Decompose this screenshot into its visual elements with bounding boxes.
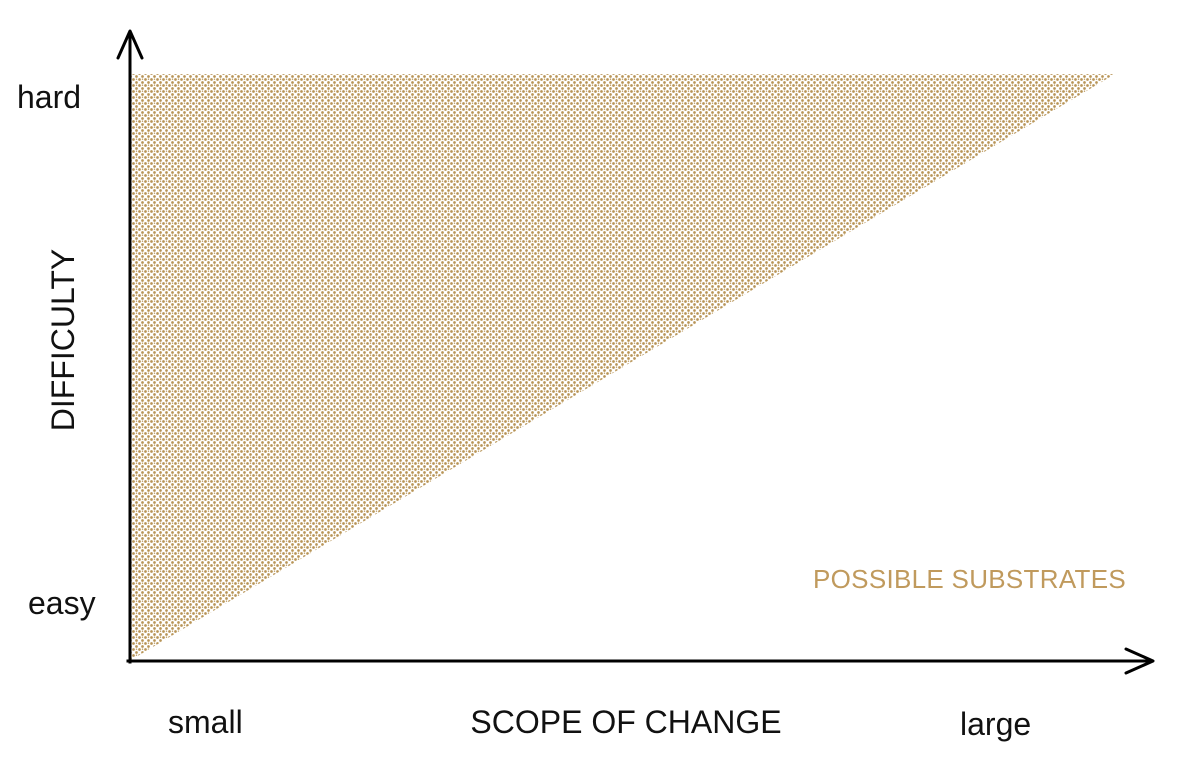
y-axis-arrow-icon	[116, 29, 144, 60]
x-right-label: large	[960, 706, 1031, 742]
y-top-label: hard	[17, 79, 81, 115]
x-axis-title: SCOPE OF CHANGE	[470, 704, 781, 740]
y-axis-title: DIFFICULTY	[45, 249, 81, 432]
x-left-label: small	[168, 704, 243, 740]
y-bottom-label: easy	[28, 585, 96, 621]
region-label: POSSIBLE SUBSTRATES	[813, 564, 1126, 594]
possible-substrates-region	[131, 74, 1115, 660]
x-axis-arrow-icon	[1124, 647, 1155, 675]
